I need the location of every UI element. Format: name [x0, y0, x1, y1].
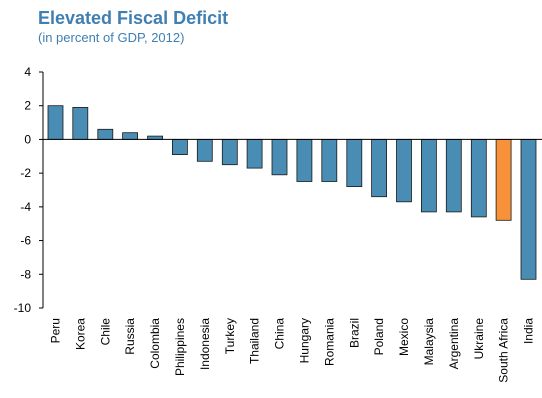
bar-malaysia	[420, 138, 437, 213]
x-category-label: Russia	[123, 318, 137, 355]
bar-brazil	[346, 138, 363, 187]
bar-russia	[122, 132, 138, 140]
y-tick-label: -10	[14, 301, 32, 315]
bar-ukraine	[470, 138, 487, 218]
x-category-label: India	[522, 318, 536, 344]
x-category-label: Brazil	[347, 318, 361, 348]
bar-korea	[72, 107, 89, 140]
y-tick-label: -4	[20, 200, 31, 214]
chart-subtitle: (in percent of GDP, 2012)	[38, 30, 185, 45]
y-tick-label: -8	[20, 267, 31, 281]
x-category-label: Thailand	[248, 318, 262, 364]
bar-hungary	[296, 138, 313, 182]
y-tick-label: -6	[20, 234, 31, 248]
bar-indonesia	[196, 138, 213, 162]
y-tick-label: 2	[24, 99, 31, 113]
x-category-label: Ukraine	[472, 318, 486, 360]
y-tick-label: 0	[24, 132, 31, 146]
y-tick-label: -2	[20, 166, 31, 180]
bar-philippines	[171, 138, 188, 155]
bar-romania	[321, 138, 338, 182]
bar-turkey	[221, 138, 238, 166]
bar-thailand	[246, 138, 263, 169]
x-category-label: Poland	[372, 318, 386, 355]
x-category-label: South Africa	[497, 318, 511, 383]
bar-argentina	[445, 138, 462, 213]
x-category-label: Romania	[322, 318, 336, 366]
bar-south-africa	[495, 138, 512, 221]
x-category-label: China	[273, 318, 287, 350]
bar-china	[271, 138, 288, 176]
x-category-label: Korea	[73, 318, 87, 350]
x-category-label: Argentina	[447, 318, 461, 370]
bar-india	[520, 138, 537, 280]
x-category-label: Philippines	[173, 318, 187, 376]
bar-chile	[97, 128, 114, 140]
x-category-label: Turkey	[223, 318, 237, 354]
bar-poland	[371, 138, 388, 198]
bar-mexico	[396, 138, 412, 203]
x-category-label: Chile	[98, 318, 112, 346]
x-category-label: Indonesia	[198, 318, 212, 370]
chart-title: Elevated Fiscal Deficit	[38, 8, 229, 28]
x-category-label: Peru	[48, 318, 62, 343]
x-category-label: Mexico	[397, 318, 411, 356]
x-category-label: Colombia	[148, 318, 162, 369]
x-category-label: Hungary	[297, 318, 311, 363]
bar-peru	[47, 105, 64, 140]
y-tick-label: 4	[24, 65, 31, 79]
x-category-label: Malaysia	[422, 318, 436, 366]
